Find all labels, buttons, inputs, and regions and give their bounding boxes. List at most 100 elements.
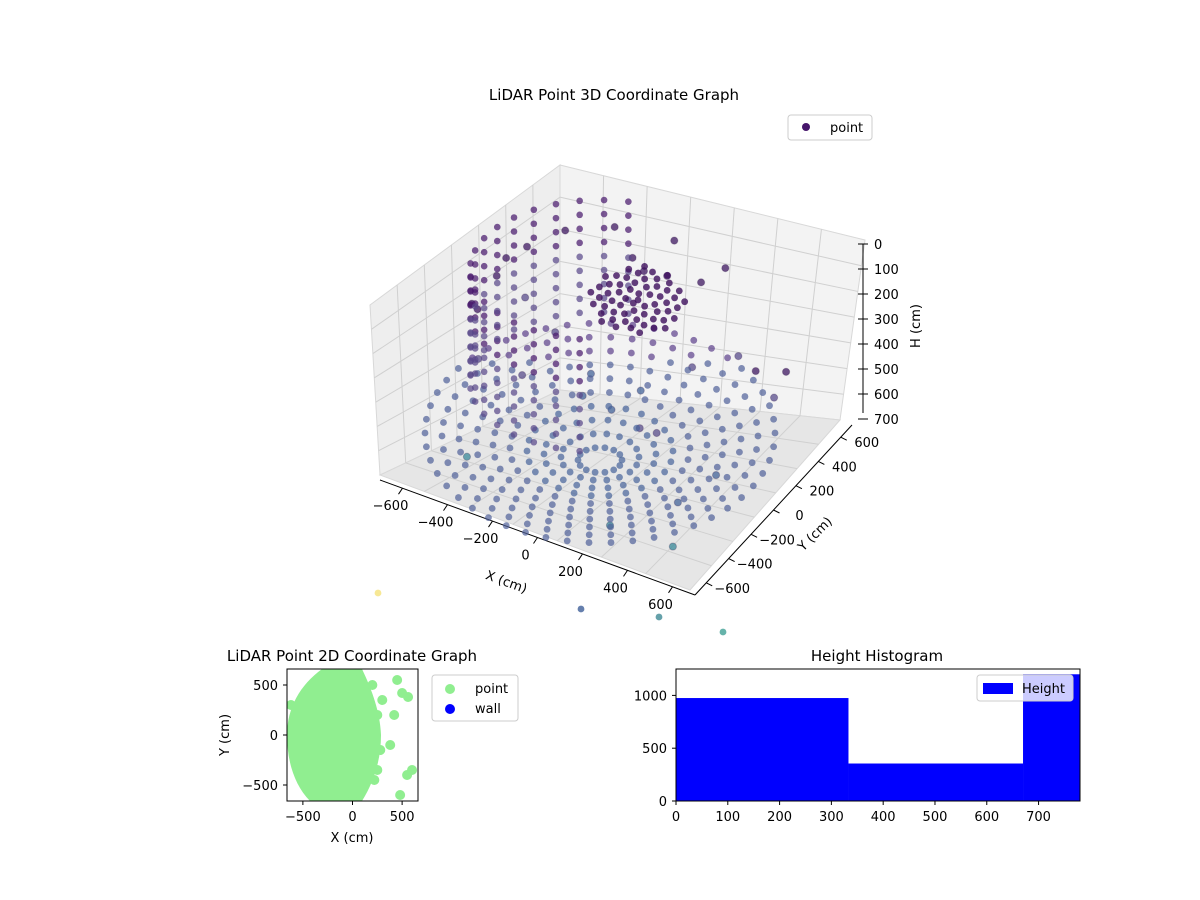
point-3d <box>576 419 583 427</box>
point-3d <box>493 335 501 343</box>
point-3d <box>586 361 594 369</box>
point-3d <box>687 513 695 521</box>
point-3d <box>770 415 778 423</box>
point-3d <box>508 366 516 374</box>
point-3d <box>532 388 539 396</box>
point-3d <box>616 473 623 481</box>
point-3d <box>665 279 673 287</box>
point-3d <box>731 461 739 469</box>
ticks-2d: −500 −500 0 0 500 500 <box>242 679 414 825</box>
point-3d <box>650 534 658 541</box>
point-3d <box>661 324 669 332</box>
point-3d <box>480 368 488 376</box>
point-3d <box>564 335 572 343</box>
point-3d <box>472 438 480 446</box>
y-tick-mark-3d <box>728 558 735 563</box>
point-3d <box>664 271 671 279</box>
point-3d <box>531 468 539 476</box>
point-3d <box>588 416 596 424</box>
point-3d <box>656 293 664 300</box>
point-3d <box>748 405 756 413</box>
point-3d <box>570 405 578 413</box>
point-3d <box>595 294 603 301</box>
point-3d <box>530 318 538 326</box>
point-3d <box>624 391 632 399</box>
point-3d <box>530 290 538 298</box>
point-2d <box>395 790 406 800</box>
point-3d <box>627 521 635 529</box>
point-3d <box>650 324 658 332</box>
point-3d <box>718 425 726 433</box>
point-3d <box>493 421 501 429</box>
chart-2d: LiDAR Point 2D Coordinate Graph −500−500… <box>218 647 519 846</box>
histogram-y-tick-label: 500 <box>642 742 667 757</box>
point-3d <box>625 265 633 273</box>
point-3d <box>480 485 487 493</box>
point-3d <box>711 470 721 480</box>
y-tick-mark-3d <box>818 460 825 465</box>
point-3d <box>741 393 749 400</box>
point-3d <box>643 469 651 476</box>
point-3d <box>559 445 567 453</box>
point-3d <box>585 320 593 327</box>
point-3d <box>542 325 550 332</box>
x-tick-label-3d: −600 <box>373 499 409 514</box>
x-tick-label-3d: 400 <box>603 581 628 596</box>
legend-3d-label: point <box>830 121 863 136</box>
point-3d <box>555 410 562 418</box>
point-3d <box>565 349 573 357</box>
y-tick-label-3d: 600 <box>854 436 879 451</box>
point-3d <box>738 365 745 372</box>
point-3d <box>510 256 518 263</box>
outlier-point-3d <box>577 605 585 613</box>
point-3d <box>576 309 583 317</box>
point-3d <box>510 228 518 235</box>
point-3d <box>559 461 567 469</box>
point-3d <box>559 424 567 432</box>
point-3d <box>609 316 617 323</box>
x-ticks-3d: −600 −400 −200 0 200 400 600 <box>373 487 673 613</box>
point-3d <box>512 381 520 389</box>
point-3d <box>664 373 672 381</box>
point-3d <box>653 308 661 315</box>
point-3d <box>587 500 594 507</box>
legend-3d-box <box>787 114 873 141</box>
point-3d <box>493 307 501 315</box>
point-3d <box>625 377 633 385</box>
point-3d <box>622 405 630 413</box>
point-3d <box>451 393 459 400</box>
x-tick-mark-3d <box>578 553 583 561</box>
point-3d <box>530 368 538 376</box>
y-tick-label-3d: 200 <box>810 485 835 500</box>
point-3d <box>512 495 520 503</box>
point-3d <box>469 473 477 481</box>
point-3d <box>576 253 583 261</box>
point-3d <box>552 360 560 368</box>
x-axis-label-2d: X (cm) <box>331 831 374 846</box>
y-tick-mark-3d <box>750 533 758 538</box>
point-3d <box>627 363 634 371</box>
z-tick-label-3d: 600 <box>874 388 899 403</box>
point-3d <box>552 284 560 292</box>
point-3d <box>638 484 645 492</box>
point-3d <box>552 200 560 208</box>
point-3d <box>471 261 479 268</box>
point-3d <box>576 225 583 233</box>
chart-3d-title: LiDAR Point 3D Coordinate Graph <box>489 86 739 104</box>
point-3d <box>485 514 492 522</box>
point-3d <box>555 484 562 492</box>
point-3d <box>543 339 551 347</box>
point-3d <box>673 498 682 507</box>
histogram-x-tick-label: 0 <box>672 810 680 825</box>
point-3d <box>576 405 583 413</box>
point-3d <box>759 470 767 477</box>
point-3d <box>595 283 603 291</box>
point-3d <box>622 295 629 302</box>
point-3d <box>770 443 778 451</box>
point-3d <box>628 335 636 343</box>
point-3d <box>749 482 757 490</box>
x-tick-mark-3d <box>623 570 628 577</box>
point-3d <box>635 290 643 298</box>
point-3d <box>651 417 659 425</box>
point-3d <box>552 312 560 320</box>
